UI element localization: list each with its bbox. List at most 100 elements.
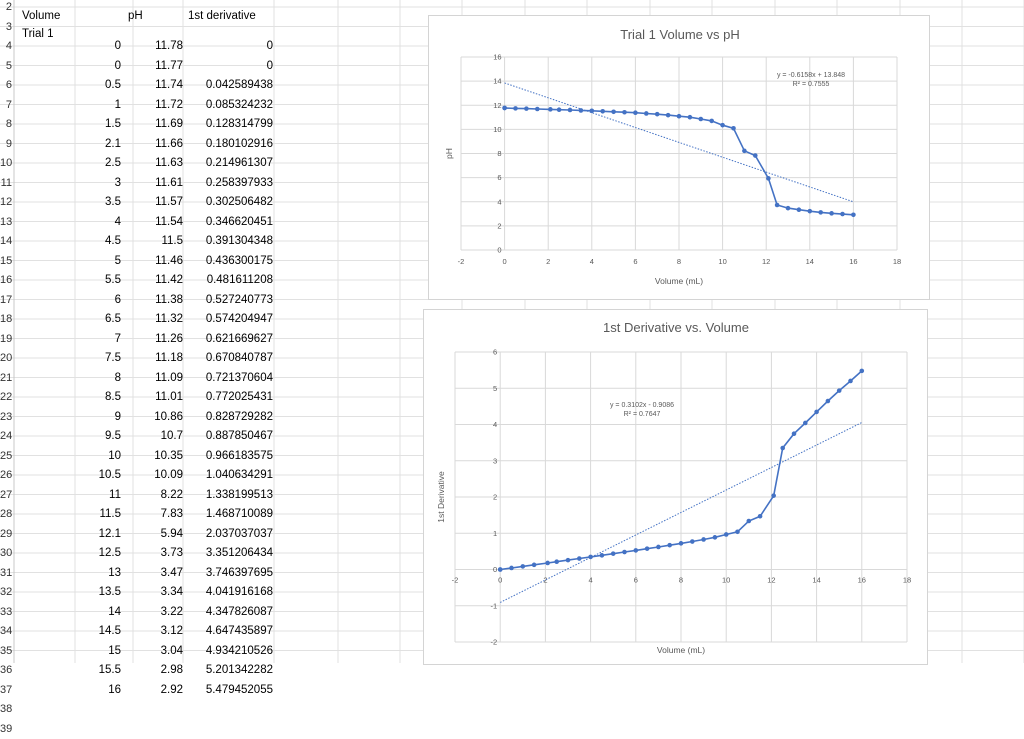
ph-cell[interactable]: 10.86 bbox=[93, 408, 183, 428]
ph-cell[interactable]: 11.72 bbox=[93, 96, 183, 116]
ph-cell[interactable]: 3.34 bbox=[93, 583, 183, 603]
derivative-cell[interactable]: 0.481611208 bbox=[183, 271, 273, 291]
derivative-cell[interactable]: 0.391304348 bbox=[183, 232, 273, 252]
row-number[interactable]: 36 bbox=[0, 661, 12, 681]
ph-cell[interactable]: 11.32 bbox=[93, 310, 183, 330]
ph-cell[interactable]: 11.42 bbox=[93, 271, 183, 291]
derivative-cell[interactable]: 4.347826087 bbox=[183, 603, 273, 623]
derivative-cell[interactable]: 1.338199513 bbox=[183, 486, 273, 506]
row-number[interactable]: 13 bbox=[0, 213, 12, 233]
row-number[interactable]: 18 bbox=[0, 310, 12, 330]
ph-cell[interactable]: 11.61 bbox=[93, 174, 183, 194]
ph-cell[interactable]: 11.46 bbox=[93, 252, 183, 272]
row-number[interactable]: 19 bbox=[0, 330, 12, 350]
row-number[interactable]: 33 bbox=[0, 603, 12, 623]
derivative-cell[interactable]: 0.258397933 bbox=[183, 174, 273, 194]
row-number[interactable]: 14 bbox=[0, 232, 12, 252]
derivative-cell[interactable]: 0.180102916 bbox=[183, 135, 273, 155]
ph-cell[interactable]: 11.69 bbox=[93, 115, 183, 135]
row-number[interactable]: 22 bbox=[0, 388, 12, 408]
ph-cell[interactable]: 11.57 bbox=[93, 193, 183, 213]
ph-cell[interactable]: 11.38 bbox=[93, 291, 183, 311]
header-volume-cell[interactable]: Volume bbox=[22, 7, 60, 27]
derivative-cell[interactable]: 0.128314799 bbox=[183, 115, 273, 135]
derivative-cell[interactable]: 0.214961307 bbox=[183, 154, 273, 174]
derivative-cell[interactable]: 0.966183575 bbox=[183, 447, 273, 467]
derivative-cell[interactable]: 0.042589438 bbox=[183, 76, 273, 96]
row-number[interactable]: 21 bbox=[0, 369, 12, 389]
ph-cell[interactable]: 11.54 bbox=[93, 213, 183, 233]
derivative-cell[interactable]: 5.201342282 bbox=[183, 661, 273, 681]
ph-cell[interactable]: 3.04 bbox=[93, 642, 183, 662]
ph-cell[interactable]: 11.5 bbox=[93, 232, 183, 252]
row-number[interactable]: 12 bbox=[0, 193, 12, 213]
derivative-cell[interactable]: 0.436300175 bbox=[183, 252, 273, 272]
derivative-cell[interactable]: 2.037037037 bbox=[183, 525, 273, 545]
header-ph-cell[interactable]: pH bbox=[128, 7, 143, 27]
ph-cell[interactable]: 3.73 bbox=[93, 544, 183, 564]
row-number[interactable]: 31 bbox=[0, 564, 12, 584]
row-number[interactable]: 20 bbox=[0, 349, 12, 369]
derivative-cell[interactable]: 0.621669627 bbox=[183, 330, 273, 350]
ph-cell[interactable]: 11.74 bbox=[93, 76, 183, 96]
ph-cell[interactable]: 5.94 bbox=[93, 525, 183, 545]
row-number[interactable]: 30 bbox=[0, 544, 12, 564]
ph-cell[interactable]: 2.92 bbox=[93, 681, 183, 701]
row-number[interactable]: 16 bbox=[0, 271, 12, 291]
ph-cell[interactable]: 11.78 bbox=[93, 37, 183, 57]
row-number[interactable]: 24 bbox=[0, 427, 12, 447]
ph-cell[interactable]: 10.35 bbox=[93, 447, 183, 467]
derivative-cell[interactable]: 4.647435897 bbox=[183, 622, 273, 642]
row-number[interactable]: 15 bbox=[0, 252, 12, 272]
ph-cell[interactable]: 11.66 bbox=[93, 135, 183, 155]
row-number[interactable]: 26 bbox=[0, 466, 12, 486]
ph-cell[interactable]: 3.22 bbox=[93, 603, 183, 623]
row-number[interactable]: 25 bbox=[0, 447, 12, 467]
derivative-cell[interactable]: 5.479452055 bbox=[183, 681, 273, 701]
row-number[interactable]: 11 bbox=[0, 174, 12, 194]
ph-cell[interactable]: 10.7 bbox=[93, 427, 183, 447]
derivative-cell[interactable]: 0.085324232 bbox=[183, 96, 273, 116]
derivative-cell[interactable]: 0.721370604 bbox=[183, 369, 273, 389]
row-number[interactable]: 3 bbox=[0, 18, 12, 38]
derivative-cell[interactable]: 0.772025431 bbox=[183, 388, 273, 408]
row-number[interactable]: 37 bbox=[0, 681, 12, 701]
derivative-cell[interactable]: 0.828729282 bbox=[183, 408, 273, 428]
row-number[interactable]: 2 bbox=[0, 0, 12, 18]
row-number[interactable]: 28 bbox=[0, 505, 12, 525]
derivative-cell[interactable]: 4.934210526 bbox=[183, 642, 273, 662]
row-number[interactable]: 4 bbox=[0, 37, 12, 57]
row-number[interactable]: 39 bbox=[0, 720, 12, 739]
row-number[interactable]: 9 bbox=[0, 135, 12, 155]
derivative-cell[interactable]: 4.041916168 bbox=[183, 583, 273, 603]
row-number[interactable]: 23 bbox=[0, 408, 12, 428]
row-number[interactable]: 35 bbox=[0, 642, 12, 662]
ph-cell[interactable]: 8.22 bbox=[93, 486, 183, 506]
derivative-cell[interactable]: 3.351206434 bbox=[183, 544, 273, 564]
derivative-cell[interactable]: 0 bbox=[183, 57, 273, 77]
derivative-cell[interactable]: 0.346620451 bbox=[183, 213, 273, 233]
row-number[interactable]: 10 bbox=[0, 154, 12, 174]
ph-cell[interactable]: 11.26 bbox=[93, 330, 183, 350]
row-number[interactable]: 32 bbox=[0, 583, 12, 603]
ph-cell[interactable]: 11.18 bbox=[93, 349, 183, 369]
derivative-cell[interactable]: 3.746397695 bbox=[183, 564, 273, 584]
derivative-cell[interactable]: 0 bbox=[183, 37, 273, 57]
row-number[interactable]: 29 bbox=[0, 525, 12, 545]
derivative-cell[interactable]: 0.574204947 bbox=[183, 310, 273, 330]
row-number[interactable]: 38 bbox=[0, 700, 12, 720]
derivative-cell[interactable]: 1.040634291 bbox=[183, 466, 273, 486]
row-number[interactable]: 34 bbox=[0, 622, 12, 642]
row-number[interactable]: 7 bbox=[0, 96, 12, 116]
row-number[interactable]: 5 bbox=[0, 57, 12, 77]
derivative-cell[interactable]: 0.887850467 bbox=[183, 427, 273, 447]
row-number[interactable]: 6 bbox=[0, 76, 12, 96]
derivative-cell[interactable]: 0.670840787 bbox=[183, 349, 273, 369]
derivative-cell[interactable]: 1.468710089 bbox=[183, 505, 273, 525]
header-derivative-cell[interactable]: 1st derivative bbox=[188, 7, 256, 27]
row-number[interactable]: 8 bbox=[0, 115, 12, 135]
ph-cell[interactable]: 3.12 bbox=[93, 622, 183, 642]
derivative-cell[interactable]: 0.302506482 bbox=[183, 193, 273, 213]
